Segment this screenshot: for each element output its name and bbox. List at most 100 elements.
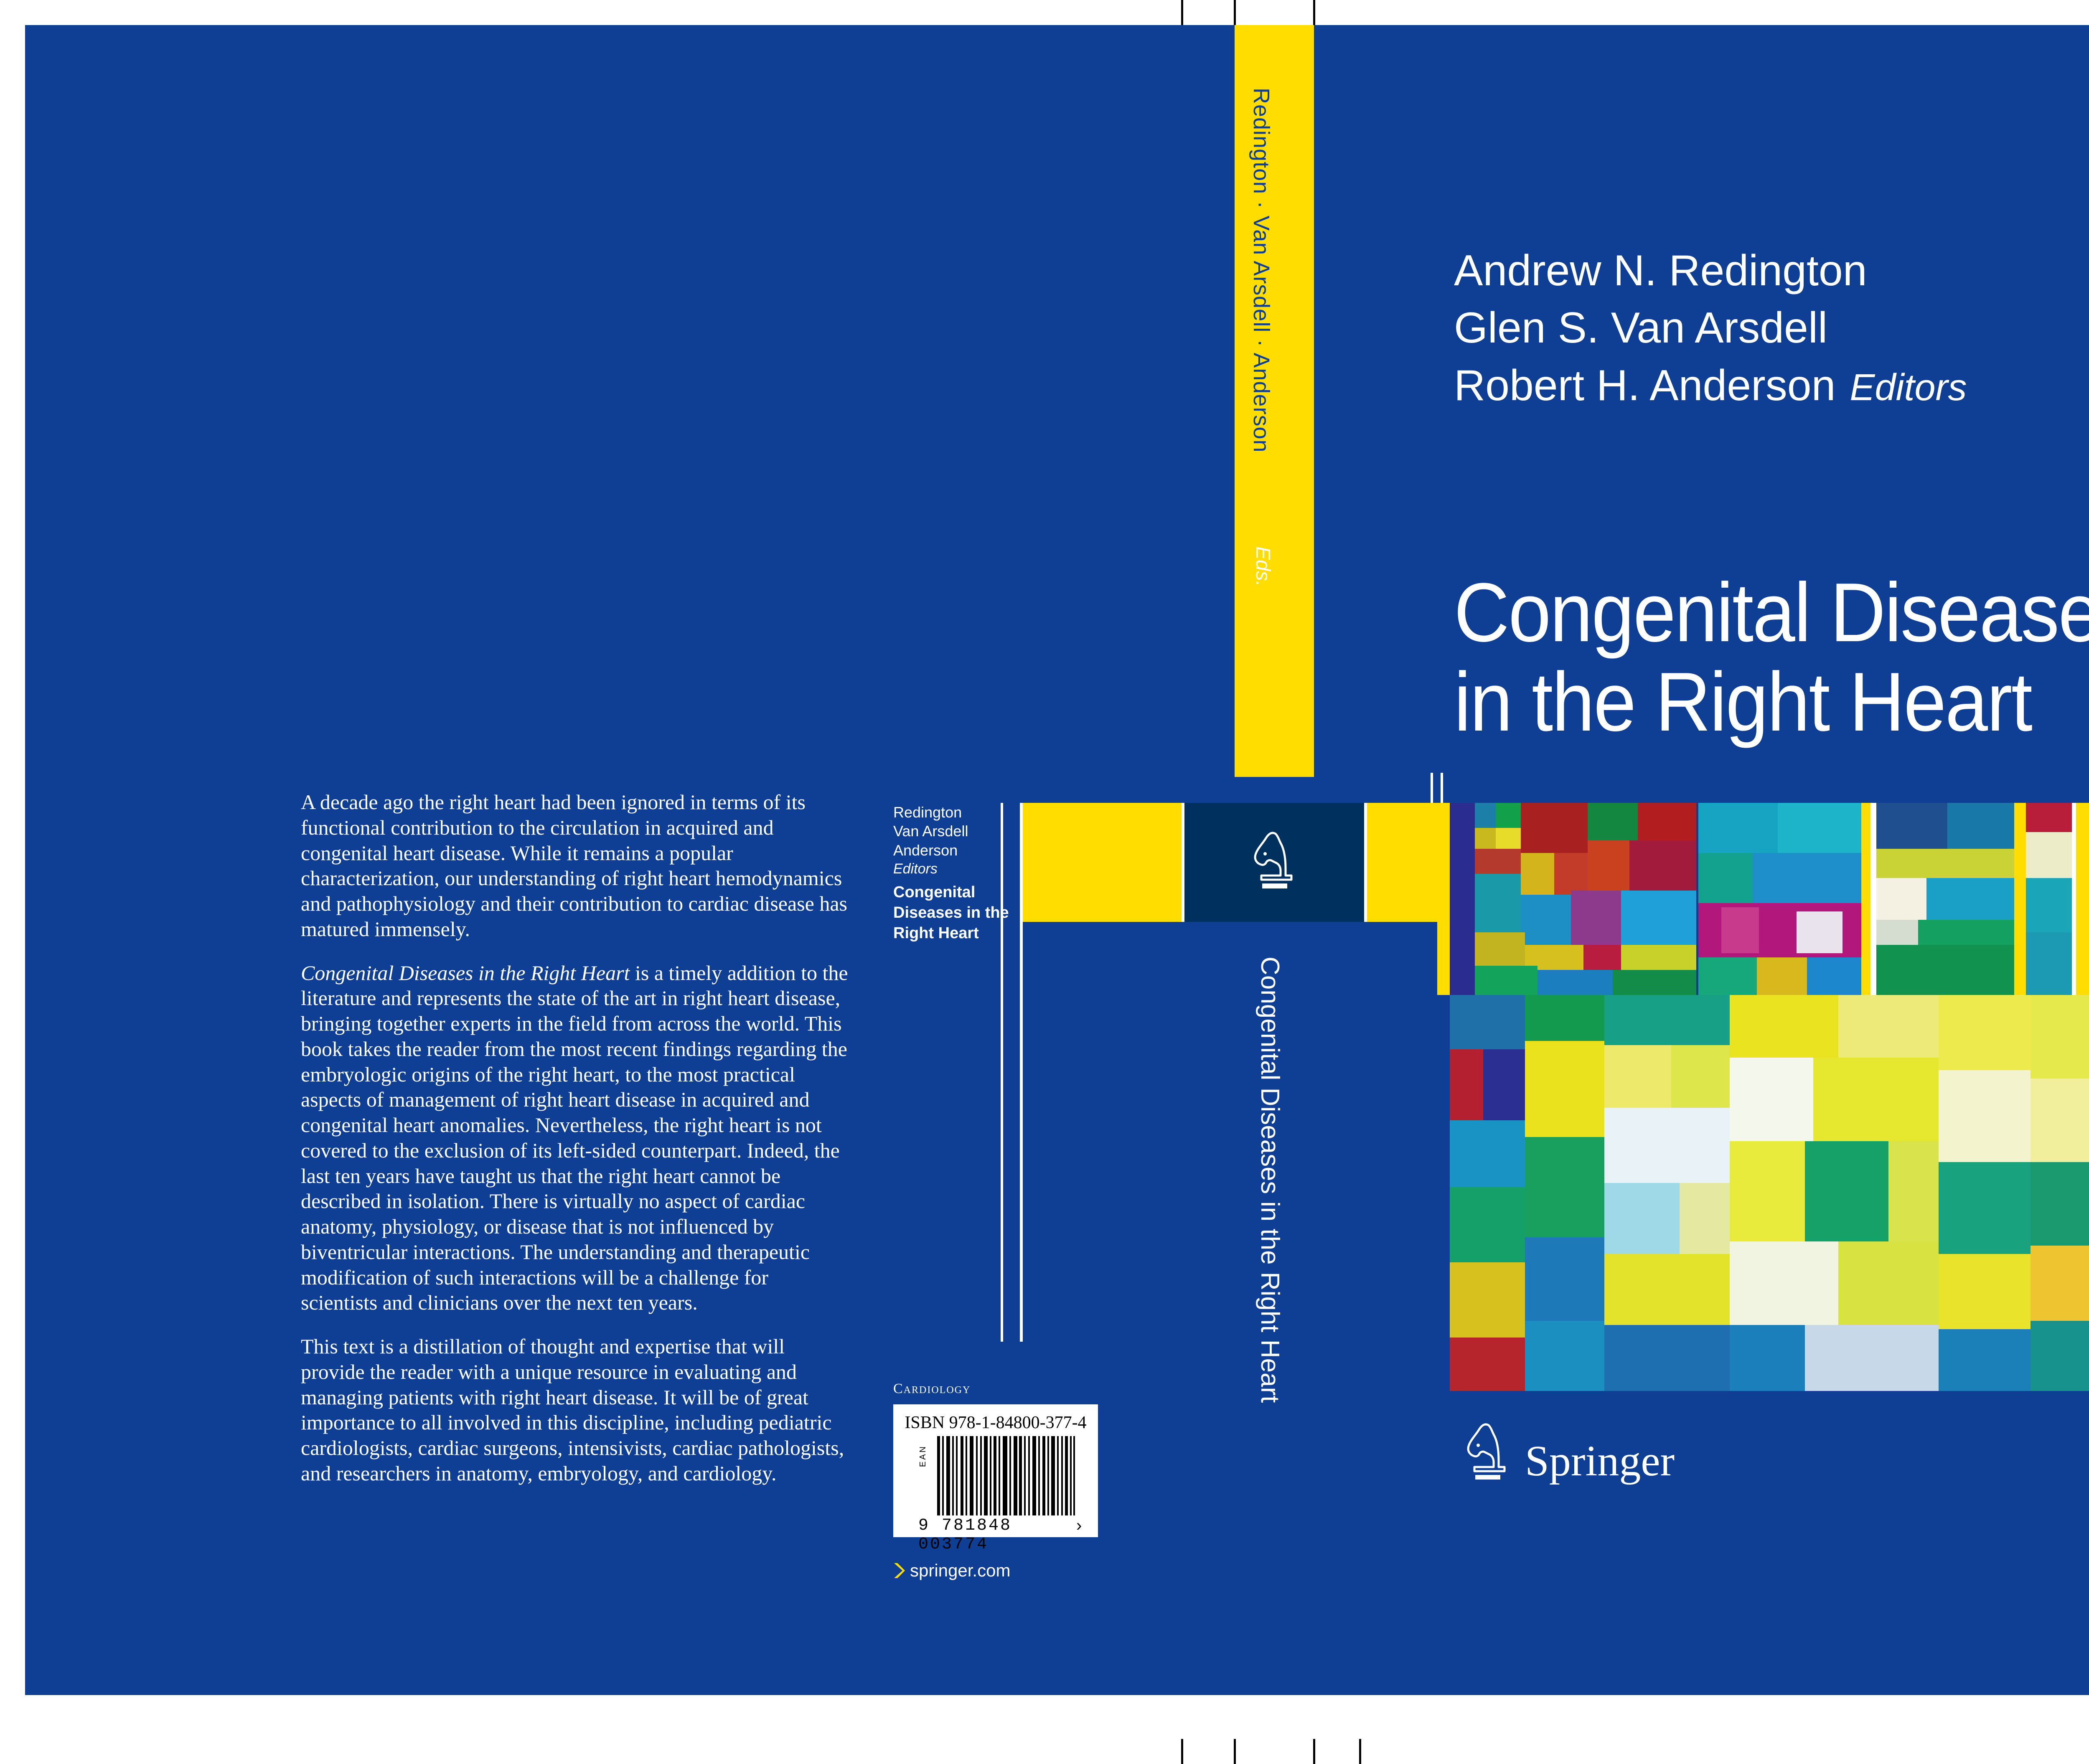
art-tile — [1721, 907, 1759, 953]
art-tile — [1521, 853, 1554, 895]
art-tile — [1604, 995, 1730, 1045]
spine-names-text: Redington · Van Arsdell · Anderson — [1249, 88, 1274, 453]
front-author-1: Andrew N. Redington — [1454, 246, 1867, 295]
isbn-text: ISBN 978-1-84800-377-4 — [905, 1413, 1087, 1432]
art-tile — [1753, 853, 1861, 903]
crop-mark-top-1 — [1181, 0, 1183, 25]
art-tile — [1475, 932, 1525, 966]
front-author-3-row: Robert H. Anderson Editors — [1454, 357, 1967, 414]
art-tile — [1807, 957, 1861, 995]
flap-title-line-3: Right Heart — [893, 924, 979, 942]
springer-com-link[interactable]: springer.com — [893, 1561, 1010, 1581]
art-tile — [1521, 803, 1588, 853]
spine-title-text: Congenital Diseases in the Right Heart — [1255, 957, 1284, 1403]
crop-mark-bottom-3 — [1313, 1739, 1315, 1764]
art-tile — [1604, 1325, 1730, 1391]
art-tile — [1613, 970, 1696, 995]
art-tile — [2026, 832, 2072, 878]
art-tile — [1538, 970, 1613, 995]
band-rule-3 — [1431, 773, 1433, 803]
art-tile — [1730, 995, 1838, 1058]
crop-mark-top-2 — [1234, 0, 1236, 25]
art-tile — [1838, 995, 1939, 1058]
band-yellow-right — [1367, 803, 1437, 922]
springer-com-text: springer.com — [910, 1561, 1011, 1580]
crop-mark-bottom-1 — [1181, 1739, 1183, 1764]
art-tile — [1450, 1120, 1525, 1187]
art-tile — [1450, 803, 1475, 945]
art-tile — [1797, 911, 1842, 953]
ean-caret: › — [1076, 1516, 1082, 1535]
art-tile — [1450, 1187, 1525, 1262]
flap-rule-left — [1001, 803, 1003, 1342]
art-tile — [1621, 891, 1696, 945]
flap-title-line-2: Diseases in the — [893, 904, 1009, 921]
art-tile — [1450, 995, 1525, 1049]
art-tile — [1588, 803, 1638, 840]
front-author-2: Glen S. Van Arsdell — [1454, 304, 1828, 353]
art-tile — [2026, 932, 2072, 995]
art-tile — [2014, 803, 2026, 995]
art-tile — [1588, 840, 1629, 891]
art-tile — [2072, 803, 2076, 995]
band-yellow-left — [1023, 803, 1182, 922]
springer-wordmark: Springer — [1525, 1437, 1675, 1485]
art-tile — [1571, 891, 1621, 945]
art-tile — [1698, 853, 1753, 903]
art-tile — [1437, 803, 1450, 874]
flap-editor-1: Redington — [893, 804, 962, 821]
art-tile — [1778, 803, 1861, 853]
art-tile — [1475, 966, 1538, 995]
blurb-title-italic: Congenital Diseases in the Right Heart — [301, 961, 630, 985]
band-rule-2 — [1364, 803, 1367, 922]
art-tile — [1521, 895, 1571, 945]
art-tile — [1939, 1254, 2031, 1329]
art-tile — [1450, 1338, 1525, 1391]
art-tile — [1838, 1241, 1939, 1325]
blurb-paragraph-2-rest: is a timely addition to the literature a… — [301, 961, 848, 1315]
book-cover-sheet: A decade ago the right heart had been ig… — [25, 25, 2089, 1695]
crop-mark-bottom-2 — [1234, 1739, 1236, 1764]
front-author-3: Robert H. Anderson — [1454, 361, 1836, 410]
art-tile — [1437, 995, 1450, 1391]
art-tile — [1525, 1237, 1604, 1321]
art-tile — [1525, 1041, 1604, 1137]
front-editors-label: Editors — [1850, 366, 1967, 409]
art-tile — [2076, 803, 2089, 995]
art-tile — [1926, 878, 2014, 920]
front-title: Congenital Diseases in the Right Heart — [1454, 568, 2089, 747]
art-tile — [1554, 853, 1588, 895]
art-tile — [1876, 849, 2014, 878]
front-authors: Andrew N. Redington Glen S. Van Arsdell … — [1454, 242, 1967, 414]
art-tile — [2031, 995, 2089, 1079]
band-rule-4 — [1441, 773, 1443, 803]
barcode-bars — [937, 1436, 1075, 1515]
cover-artwork-mosaic — [1437, 803, 2089, 1391]
art-tile — [1525, 1137, 1604, 1237]
art-tile — [1730, 1141, 1805, 1241]
art-tile — [1604, 1108, 1730, 1183]
ean-label: EAN — [918, 1444, 928, 1467]
blurb-paragraph-3: This text is a distillation of thought a… — [301, 1335, 844, 1485]
art-tile — [1805, 1141, 1888, 1241]
subject-label: Cardiology — [893, 1381, 971, 1396]
art-tile — [1450, 945, 1475, 995]
art-tile — [1475, 849, 1521, 874]
art-tile — [1939, 1162, 2031, 1254]
art-tile — [1621, 945, 1696, 970]
art-tile — [1757, 957, 1807, 995]
art-tile — [1496, 828, 1521, 849]
spine-title: Congenital Diseases in the Right Heart — [1235, 923, 1314, 1625]
art-tile — [1813, 1058, 1939, 1141]
art-tile — [1638, 803, 1696, 840]
art-tile — [1525, 1321, 1604, 1391]
art-tile — [1680, 1183, 1730, 1254]
art-tile — [1483, 1049, 1525, 1120]
art-tile — [1475, 874, 1521, 932]
art-tile — [1876, 920, 1918, 945]
art-tile — [1475, 803, 1496, 828]
art-tile — [1604, 1045, 1671, 1108]
art-tile — [1496, 803, 1521, 828]
art-tile — [1730, 1241, 1838, 1325]
flap-title-line-1: Congenital — [893, 883, 976, 901]
